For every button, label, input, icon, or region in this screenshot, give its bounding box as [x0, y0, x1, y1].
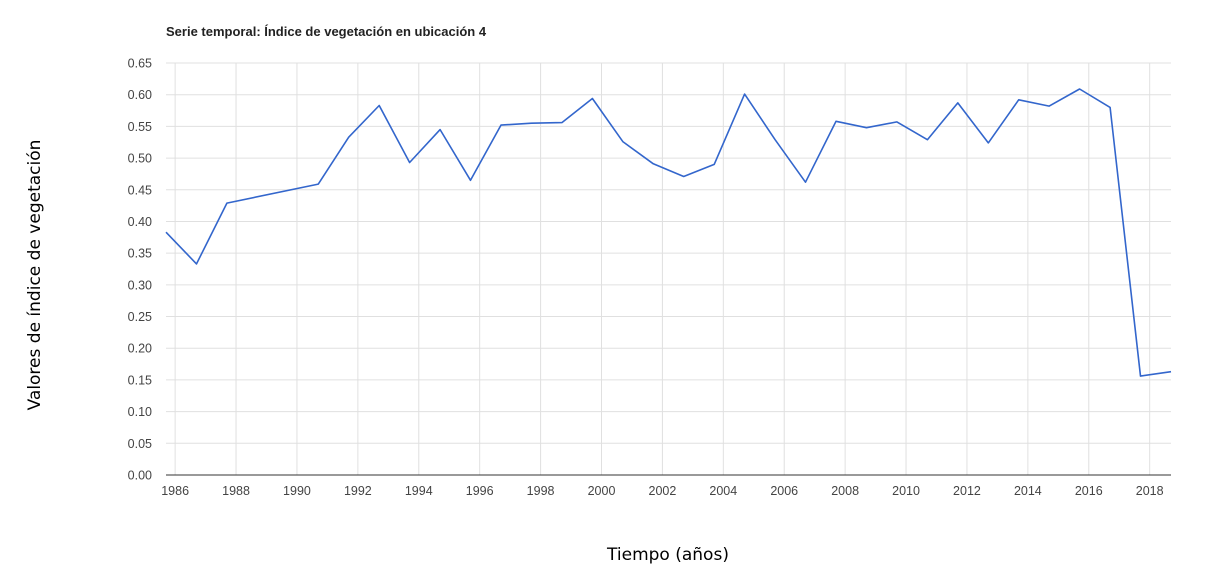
x-tick-label: 2012	[953, 484, 981, 498]
x-tick-label: 2008	[831, 484, 859, 498]
series-line	[165, 88, 1172, 377]
chart-title: Serie temporal: Índice de vegetación en …	[166, 24, 487, 39]
x-tick-label: 1992	[344, 484, 372, 498]
series-group	[165, 88, 1172, 377]
x-tick-label: 1986	[161, 484, 189, 498]
y-tick-label: 0.45	[128, 183, 152, 197]
x-tick-label: 2000	[588, 484, 616, 498]
x-tick-label: 2004	[709, 484, 737, 498]
gridlines	[166, 62, 1171, 475]
y-tick-label: 0.30	[128, 278, 152, 292]
y-axis-label: Valores de índice de vegetación	[25, 139, 45, 411]
x-tick-label: 1998	[527, 484, 555, 498]
x-tick-label: 2016	[1075, 484, 1103, 498]
x-tick-label: 2018	[1136, 484, 1164, 498]
y-tick-label: 0.20	[128, 342, 152, 356]
x-tick-label: 1994	[405, 484, 433, 498]
x-tick-label: 2014	[1014, 484, 1042, 498]
y-tick-label: 0.40	[128, 215, 152, 229]
x-tick-label: 2006	[770, 484, 798, 498]
y-tick-label: 0.10	[128, 405, 152, 419]
y-tick-label: 0.35	[128, 247, 152, 261]
x-tick-label: 2002	[649, 484, 677, 498]
x-tick-label: 1990	[283, 484, 311, 498]
x-axis-ticks: 1986 1988 1990 1992 1994 1996 1998 2000 2002 2004…	[161, 484, 1163, 498]
y-tick-label: 0.65	[128, 57, 152, 71]
y-tick-label: 0.25	[128, 310, 152, 324]
y-tick-label: 0.00	[128, 469, 152, 483]
y-tick-label: 0.60	[128, 88, 152, 102]
y-tick-label: 0.55	[128, 120, 152, 134]
x-tick-label: 1996	[466, 484, 494, 498]
x-tick-label: 2010	[892, 484, 920, 498]
y-tick-label: 0.50	[128, 152, 152, 166]
x-axis-label: Tiempo (años)	[607, 545, 729, 565]
y-axis-ticks: 0.00 0.05 0.10 0.15 0.20 0.25 0.30 0.35 0.40 0.45…	[128, 57, 152, 483]
y-tick-label: 0.05	[128, 437, 152, 451]
y-tick-label: 0.15	[128, 373, 152, 387]
x-tick-label: 1988	[222, 484, 250, 498]
